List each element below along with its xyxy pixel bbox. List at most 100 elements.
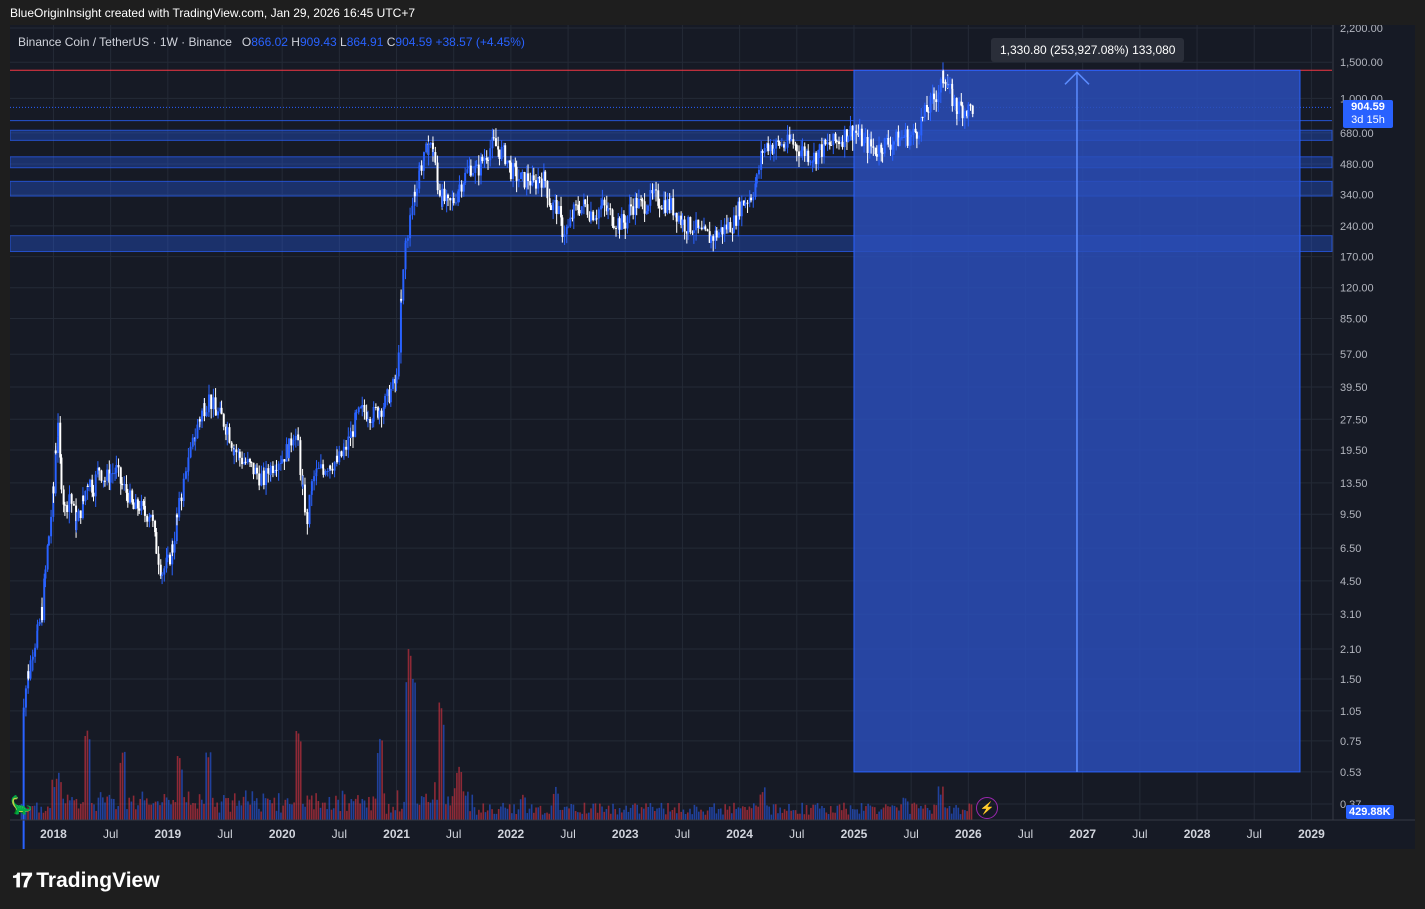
candle-body	[29, 660, 32, 679]
candle-body	[36, 630, 39, 648]
candle-body	[731, 232, 734, 234]
volume-bar	[374, 798, 377, 820]
volume-bar	[128, 797, 130, 820]
candle-body	[427, 144, 430, 155]
volume-bar	[434, 782, 436, 820]
dino-icon[interactable]: 🦕	[10, 795, 33, 815]
volume-bar	[915, 804, 918, 820]
volume-bar	[304, 806, 306, 820]
candle-body	[603, 199, 606, 206]
volume-bar	[959, 814, 962, 820]
volume-bar	[548, 813, 551, 820]
volume-bar	[772, 804, 775, 820]
candle-body	[483, 157, 486, 162]
volume-bar	[27, 807, 29, 820]
candle-body	[489, 148, 492, 161]
tradingview-mark-icon: 𝟏𝟕	[12, 869, 32, 892]
candle-body	[411, 205, 414, 216]
volume-bar	[55, 778, 58, 820]
candle-body	[326, 470, 329, 472]
volume-bar	[442, 724, 445, 820]
candle-body	[59, 422, 62, 458]
candle-body	[946, 85, 949, 88]
volume-bar	[871, 806, 874, 820]
candle-body	[727, 222, 730, 230]
candle-body	[805, 150, 808, 156]
volume-bar	[282, 805, 284, 820]
candle-body	[508, 160, 511, 163]
candle-body	[929, 95, 932, 113]
volume-tag: 429.88K	[1346, 805, 1394, 819]
candle-body	[384, 395, 387, 408]
volume-bar	[330, 809, 333, 820]
volume-bar	[379, 738, 381, 820]
volume-bar	[113, 798, 115, 820]
candle-body	[306, 512, 309, 525]
candle-body	[294, 435, 297, 440]
volume-bar	[310, 795, 313, 820]
volume-bar	[328, 796, 331, 820]
x-tick-label: Jul	[560, 827, 575, 841]
volume-bar	[933, 804, 935, 820]
volume-bar	[493, 813, 496, 820]
volume-bar	[711, 807, 713, 820]
price-chart[interactable]: 2,200.001,500.001,000.00680.00480.00340.…	[10, 25, 1415, 849]
volume-bar	[851, 809, 854, 820]
candle-body	[460, 184, 463, 192]
candle-body	[607, 208, 610, 212]
x-tick-label: 2020	[269, 827, 296, 841]
candle-body	[622, 214, 625, 223]
candle-body	[187, 457, 190, 471]
symbol-name[interactable]: Binance Coin / TetherUS · 1W · Binance	[18, 35, 232, 49]
x-tick-label: 2026	[955, 827, 982, 841]
tradingview-logo[interactable]: 𝟏𝟕 TradingView	[12, 869, 160, 893]
volume-bar	[625, 805, 628, 820]
candle-body	[474, 165, 477, 173]
volume-bar	[66, 794, 69, 820]
candle-body	[725, 224, 728, 230]
candle-body	[256, 467, 259, 474]
candle-body	[830, 144, 833, 146]
volume-bar	[752, 803, 755, 820]
volume-bar	[605, 809, 608, 820]
volume-bar	[211, 797, 214, 820]
volume-bar	[953, 807, 955, 820]
volume-bar	[156, 801, 159, 820]
candle-body	[319, 464, 322, 468]
lightning-icon[interactable]: ⚡	[976, 797, 998, 819]
volume-bar	[249, 804, 251, 820]
volume-bar	[255, 798, 258, 820]
candle-body	[422, 152, 425, 162]
chart-panel[interactable]: 2,200.001,500.001,000.00680.00480.00340.…	[10, 25, 1415, 849]
volume-bar	[348, 803, 350, 820]
volume-bar	[44, 810, 47, 820]
symbol-legend[interactable]: Binance Coin / TetherUS · 1W · Binance O…	[18, 35, 525, 49]
candle-body	[194, 438, 197, 442]
candle-body	[737, 201, 740, 226]
candle-body	[601, 199, 604, 206]
volume-bar	[359, 803, 361, 820]
volume-bar	[645, 803, 647, 820]
candle-body	[173, 541, 176, 553]
candle-body	[84, 490, 87, 502]
candle-body	[475, 164, 478, 166]
volume-bar	[335, 795, 337, 820]
volume-bar	[801, 802, 803, 820]
candle-body	[219, 407, 222, 412]
volume-bar	[341, 790, 344, 820]
candle-body	[677, 215, 680, 222]
volume-bar	[86, 730, 89, 820]
volume-bar	[629, 807, 632, 820]
volume-bar	[618, 808, 621, 820]
candle-body	[620, 214, 623, 230]
candle-body	[88, 479, 91, 488]
candle-body	[47, 536, 50, 546]
candle-body	[658, 205, 661, 209]
candle-body	[969, 104, 972, 106]
candle-body	[119, 467, 122, 484]
volume-bar	[739, 808, 742, 820]
volume-bar	[29, 806, 32, 820]
volume-bar	[724, 804, 726, 820]
candle-body	[803, 146, 806, 156]
volume-bar	[530, 804, 533, 820]
